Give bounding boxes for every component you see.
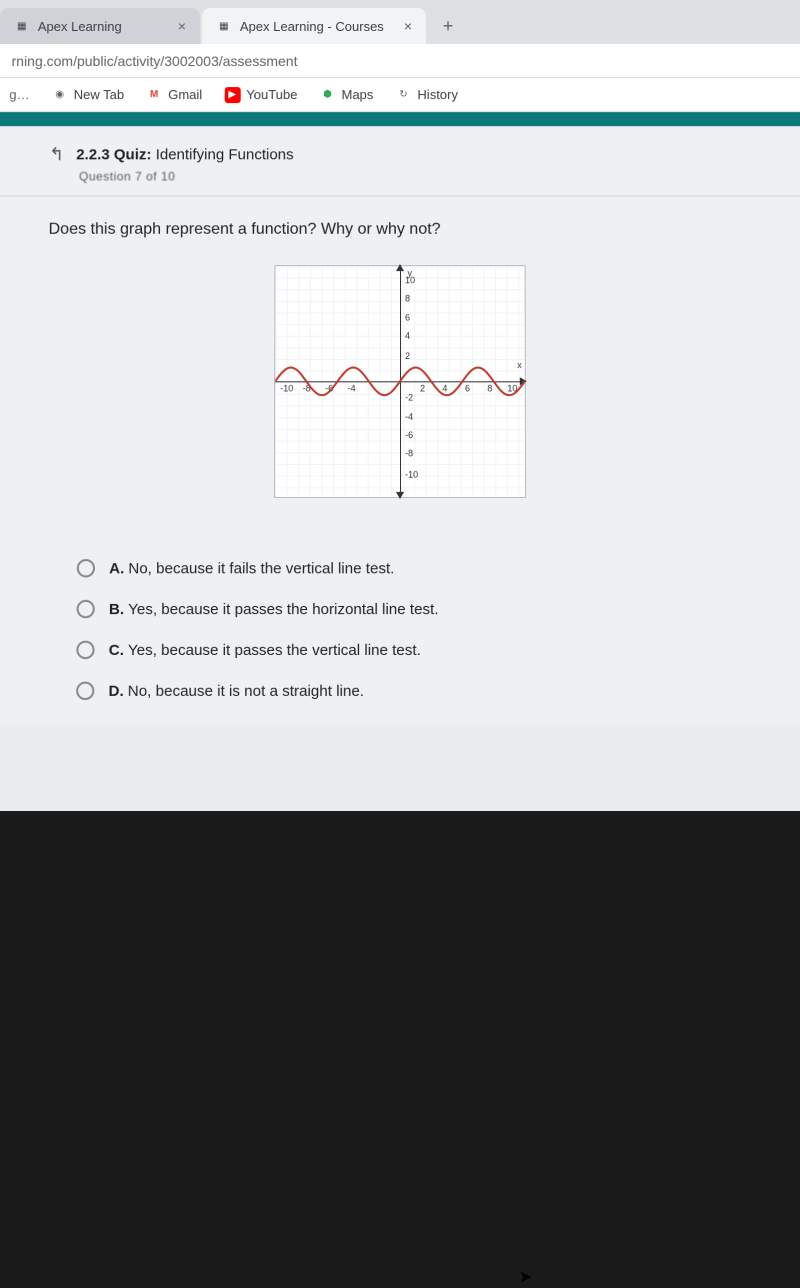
back-icon[interactable]: ↰ — [49, 144, 64, 165]
radio-icon[interactable] — [76, 682, 94, 700]
question-text: Does this graph represent a function? Wh… — [49, 221, 752, 239]
tab-strip: ▦ Apex Learning × ▦ Apex Learning - Cour… — [0, 0, 800, 44]
sine-curve — [275, 266, 525, 497]
choice-letter: D. — [108, 682, 123, 699]
choice-d[interactable]: D. No, because it is not a straight line. — [76, 682, 754, 700]
quiz-number: 2.2.3 — [76, 146, 110, 163]
choice-c[interactable]: C.Yes, because it passes the vertical li… — [76, 641, 754, 659]
radio-icon[interactable] — [77, 600, 95, 618]
choice-text: No, because it fails the vertical line t… — [128, 560, 394, 577]
app-accent-bar — [0, 112, 800, 126]
tab-apex-courses[interactable]: ▦ Apex Learning - Courses × — [202, 8, 426, 44]
new-tab-button[interactable]: + — [434, 12, 462, 40]
radio-icon[interactable] — [76, 641, 94, 659]
favicon-icon: ▦ — [14, 18, 30, 34]
favicon-icon: ▦ — [216, 18, 232, 34]
quiz-label: Quiz: — [114, 146, 152, 163]
answer-choices: A.No, because it fails the vertical line… — [46, 559, 755, 700]
apps-icon[interactable]: g… — [9, 87, 29, 102]
choice-b[interactable]: B.Yes, because it passes the horizontal … — [77, 600, 754, 618]
cursor-icon: ➤ — [519, 1267, 533, 1288]
page-content: ↰ 2.2.3 Quiz: Identifying Functions Ques… — [0, 126, 800, 724]
graph-figure: y x 10 8 6 4 2 -2 -4 -6 -8 -10 -10 -8 -6… — [274, 265, 526, 498]
gmail-icon: M — [146, 87, 162, 103]
close-icon[interactable]: × — [158, 18, 186, 34]
breadcrumb: 2.2.3 Quiz: Identifying Functions — [76, 146, 293, 163]
quiz-title: Identifying Functions — [156, 146, 294, 163]
tab-title: Apex Learning — [38, 18, 122, 33]
url-text: rning.com/public/activity/3002003/assess… — [12, 53, 298, 69]
bookmark-history[interactable]: ↻ History — [395, 87, 458, 103]
question-progress: Question 7 of 10 — [79, 169, 751, 183]
bookmark-label: New Tab — [74, 87, 125, 102]
radio-icon[interactable] — [77, 559, 95, 577]
bookmark-new-tab[interactable]: ◉ New Tab — [52, 87, 125, 103]
bookmark-label: Maps — [342, 87, 374, 102]
bookmark-youtube[interactable]: ▶ YouTube — [224, 87, 297, 103]
bookmark-label: History — [417, 87, 458, 102]
bookmark-label: Gmail — [168, 87, 202, 102]
choice-text: Yes, because it passes the horizontal li… — [128, 600, 438, 617]
choice-text: No, because it is not a straight line. — [128, 682, 364, 699]
bookmark-label: YouTube — [246, 87, 297, 102]
bookmark-maps[interactable]: ⬢ Maps — [319, 87, 373, 103]
bookmark-gmail[interactable]: M Gmail — [146, 87, 202, 103]
choice-text: Yes, because it passes the vertical line… — [128, 641, 421, 658]
choice-letter: A. — [109, 560, 124, 577]
choice-letter: C. — [109, 641, 124, 658]
address-bar[interactable]: rning.com/public/activity/3002003/assess… — [0, 44, 800, 78]
close-icon[interactable]: × — [384, 18, 412, 34]
globe-icon: ◉ — [52, 87, 68, 103]
tab-apex-learning[interactable]: ▦ Apex Learning × — [0, 8, 200, 44]
choice-a[interactable]: A.No, because it fails the vertical line… — [77, 559, 754, 577]
maps-icon: ⬢ — [319, 87, 335, 103]
tab-title: Apex Learning - Courses — [240, 18, 384, 33]
history-icon: ↻ — [395, 87, 411, 103]
bookmarks-bar: g… ◉ New Tab M Gmail ▶ YouTube ⬢ Maps ↻ … — [0, 78, 800, 112]
choice-letter: B. — [109, 600, 124, 617]
youtube-icon: ▶ — [224, 87, 240, 103]
